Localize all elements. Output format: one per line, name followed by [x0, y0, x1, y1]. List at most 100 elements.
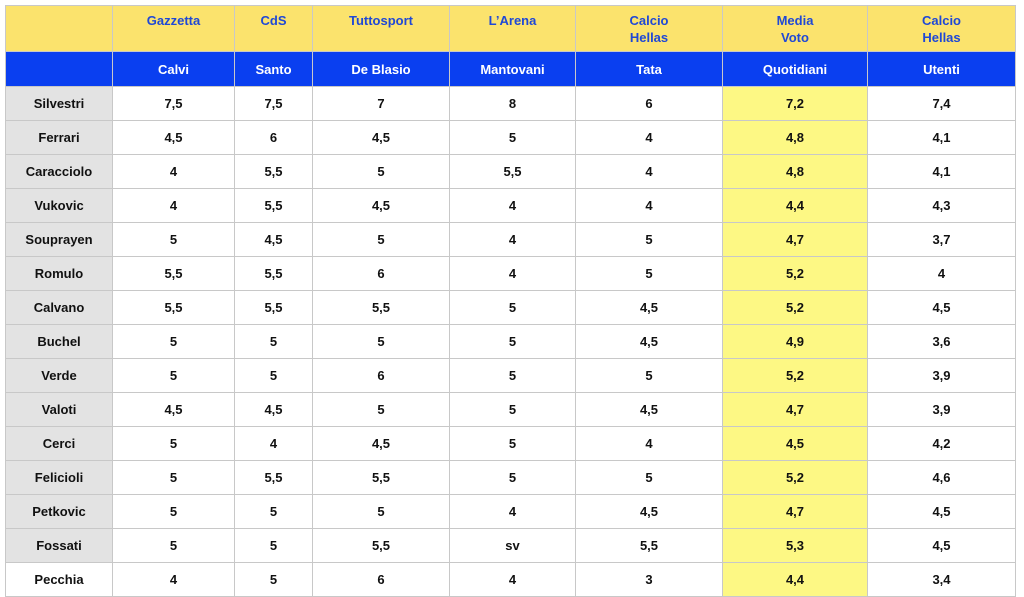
rating-cell: 6 — [575, 86, 723, 121]
rating-cell: 4 — [234, 426, 313, 461]
rating-cell: 4,3 — [867, 188, 1016, 223]
rating-cell: 4 — [449, 256, 576, 291]
table-row: Petkovic 5 5 5 4 4,5 4,7 4,5 — [5, 494, 1016, 529]
rating-cell: 4,9 — [722, 324, 868, 359]
table-row: Calvano 5,5 5,5 5,5 5 4,5 5,2 4,5 — [5, 290, 1016, 325]
subheader-row: Calvi Santo De Blasio Mantovani Tata Quotidia… — [5, 51, 1016, 87]
rating-cell: 4 — [449, 222, 576, 257]
rating-cell: 6 — [312, 562, 450, 597]
rating-cell: 4 — [575, 188, 723, 223]
rating-cell: 4 — [112, 562, 235, 597]
rating-cell: 5,5 — [312, 460, 450, 495]
rating-cell: 5 — [449, 426, 576, 461]
header-line: Voto — [781, 30, 809, 45]
rating-cell: 5,5 — [312, 528, 450, 563]
rating-cell: 4,7 — [722, 222, 868, 257]
rating-cell: 7,2 — [722, 86, 868, 121]
table-row: Vukovic 4 5,5 4,5 4 4 4,4 4,3 — [5, 188, 1016, 223]
player-name: Buchel — [5, 324, 113, 359]
rating-cell: 6 — [312, 256, 450, 291]
rating-cell: 8 — [449, 86, 576, 121]
table-row: Valoti 4,5 4,5 5 5 4,5 4,7 3,9 — [5, 392, 1016, 427]
player-name: Romulo — [5, 256, 113, 291]
rating-cell: 6 — [312, 358, 450, 393]
rating-cell: 5,2 — [722, 256, 868, 291]
rating-cell: 3,7 — [867, 222, 1016, 257]
player-name: Felicioli — [5, 460, 113, 495]
table-row: Ferrari 4,5 6 4,5 5 4 4,8 4,1 — [5, 120, 1016, 155]
rating-cell: 5 — [234, 358, 313, 393]
subheader-cell: Tata — [575, 51, 723, 87]
table-row: Souprayen 5 4,5 5 4 5 4,7 3,7 — [5, 222, 1016, 257]
rating-cell: 5 — [449, 358, 576, 393]
rating-cell: 5 — [234, 324, 313, 359]
header-cell: CdS — [234, 5, 313, 52]
rating-cell: 4,5 — [112, 392, 235, 427]
header-row: Gazzetta CdS Tuttosport L’Arena Calcio Hellas… — [5, 5, 1016, 52]
player-name: Caracciolo — [5, 154, 113, 189]
rating-cell: 4,2 — [867, 426, 1016, 461]
rating-cell: 5 — [449, 120, 576, 155]
rating-cell: 4,4 — [722, 188, 868, 223]
player-name: Pecchia — [5, 562, 113, 597]
rating-cell: 5 — [112, 528, 235, 563]
rating-cell: 4 — [112, 154, 235, 189]
rating-cell: 5 — [234, 494, 313, 529]
rating-cell: 5 — [112, 426, 235, 461]
table-row: Fossati 5 5 5,5 sv 5,5 5,3 4,5 — [5, 528, 1016, 563]
rating-cell: 7 — [312, 86, 450, 121]
rating-cell: 3,4 — [867, 562, 1016, 597]
rating-cell: 5 — [234, 562, 313, 597]
rating-cell: 4,5 — [112, 120, 235, 155]
player-name: Petkovic — [5, 494, 113, 529]
subheader-cell: Mantovani — [449, 51, 576, 87]
header-cell: Calcio Hellas — [867, 5, 1016, 52]
rating-cell: 4,5 — [867, 290, 1016, 325]
player-name: Valoti — [5, 392, 113, 427]
header-line: CdS — [260, 13, 287, 28]
header-line: Media — [776, 13, 814, 28]
subheader-cell: Utenti — [867, 51, 1016, 87]
rating-cell: 3,9 — [867, 392, 1016, 427]
rating-cell: 5 — [312, 392, 450, 427]
player-name: Cerci — [5, 426, 113, 461]
rating-cell: 7,4 — [867, 86, 1016, 121]
rating-cell: 5 — [575, 222, 723, 257]
rating-cell: 5 — [312, 154, 450, 189]
rating-cell: 5,2 — [722, 460, 868, 495]
rating-cell: 4 — [449, 562, 576, 597]
player-name: Souprayen — [5, 222, 113, 257]
header-cell: L’Arena — [449, 5, 576, 52]
rating-cell: 5 — [575, 256, 723, 291]
rating-cell: 4,7 — [722, 494, 868, 529]
rating-cell: 4 — [575, 426, 723, 461]
rating-cell: 5,5 — [112, 290, 235, 325]
rating-cell: 5,5 — [312, 290, 450, 325]
rating-cell: 5,5 — [234, 188, 313, 223]
rating-cell: 4,5 — [312, 120, 450, 155]
rating-cell: 5 — [112, 460, 235, 495]
rating-cell: 5 — [449, 460, 576, 495]
rating-cell: 5 — [575, 460, 723, 495]
rating-cell: 4,1 — [867, 154, 1016, 189]
table-row: Verde 5 5 6 5 5 5,2 3,9 — [5, 358, 1016, 393]
table-row: Felicioli 5 5,5 5,5 5 5 5,2 4,6 — [5, 460, 1016, 495]
rating-cell: 6 — [234, 120, 313, 155]
rating-cell: 4,1 — [867, 120, 1016, 155]
rating-cell: 5 — [112, 222, 235, 257]
ratings-table: Gazzetta CdS Tuttosport L’Arena Calcio Hellas… — [5, 5, 1016, 597]
header-line: Calcio — [921, 13, 961, 28]
rating-cell: 5 — [449, 324, 576, 359]
rating-cell: 5 — [234, 528, 313, 563]
rating-cell: 4,4 — [722, 562, 868, 597]
subheader-cell: Santo — [234, 51, 313, 87]
table-row: Silvestri 7,5 7,5 7 8 6 7,2 7,4 — [5, 86, 1016, 121]
subheader-cell — [5, 51, 113, 87]
player-name: Ferrari — [5, 120, 113, 155]
table-row: Romulo 5,5 5,5 6 4 5 5,2 4 — [5, 256, 1016, 291]
rating-cell: 4,5 — [575, 494, 723, 529]
rating-cell: 7,5 — [234, 86, 313, 121]
rating-cell: 5,5 — [575, 528, 723, 563]
header-line: Calcio — [629, 13, 669, 28]
